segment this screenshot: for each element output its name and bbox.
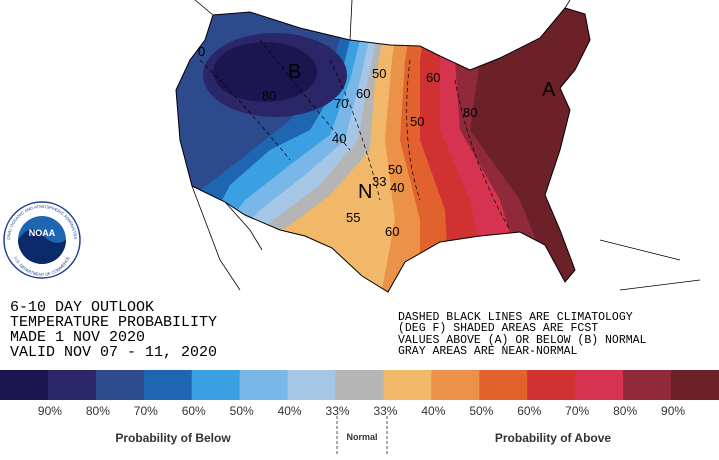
climatology-lines [199,39,511,231]
legend-label: 40% [278,404,302,418]
map-label: 70 [334,96,348,111]
noaa-logo: NOAA NATIONAL OCEANIC AND ATMOSPHERIC AD… [0,0,81,279]
map-labels: B A N 80 70 60 50 40 33 50 40 55 60 50 6… [198,44,556,239]
map-label: 60 [385,224,399,239]
legend-swatch [431,370,480,400]
legend-swatch [671,370,719,400]
map-label: 50 [372,66,386,81]
logo-text: NOAA [29,228,56,238]
legend-swatch [527,370,576,400]
map-label: A [542,79,556,101]
legend-swatch [143,370,193,400]
legend-swatch [47,370,97,400]
map-label: 50 [388,162,402,177]
note-line: VALUES ABOVE (A) OR BELOW (B) NORMAL [398,334,647,347]
legend-captions: Probability of Below Normal Probability … [115,416,611,456]
map-label: 60 [356,86,370,101]
legend-label: 50% [469,404,493,418]
map-label: 33 [372,174,386,189]
legend-label: 80% [86,404,110,418]
title-line: VALID NOV 07 - 11, 2020 [10,344,217,361]
legend-label: 70% [565,404,589,418]
borders [191,0,701,291]
map-label: 50 [410,114,424,129]
legend: 90% 80% 70% 60% 50% 40% 33% 33% 40% 50% 60% 70% 80% 9… [0,370,719,418]
shade [213,42,317,102]
title-block: 6-10 DAY OUTLOOK TEMPERATURE PROBABILITY… [10,299,217,361]
map-label: 60 [426,70,440,85]
legend-label: 80% [613,404,637,418]
map-label: 55 [346,210,360,225]
legend-swatch [95,370,145,400]
note-line: GRAY AREAS ARE NEAR-NORMAL [398,345,578,358]
map-shading [176,8,590,292]
title-line: TEMPERATURE PROBABILITY [10,314,217,331]
us-outline [175,7,591,293]
legend-label: 90% [38,404,62,418]
map-label: 0 [198,44,205,59]
logo-wave [18,229,66,264]
legend-swatch [0,370,49,400]
below-caption: Probability of Below [115,431,231,445]
note-line: (DEG F) SHADED AREAS ARE FCST [398,322,598,335]
normal-caption: Normal [346,432,377,442]
title-line: 6-10 DAY OUTLOOK [10,299,154,316]
legend-swatch [479,370,528,400]
map-label: B [288,61,301,83]
legend-label: 90% [661,404,685,418]
legend-label: 50% [230,404,254,418]
legend-swatch [287,370,337,400]
above-caption: Probability of Above [495,431,612,445]
map-label: 40 [390,180,404,195]
note-line: DASHED BLACK LINES ARE CLIMATOLOGY [398,311,633,324]
legend-swatch [383,370,432,400]
legend-label: 60% [182,404,206,418]
legend-swatch [575,370,624,400]
map-label: 40 [332,131,346,146]
legend-swatch [335,370,384,400]
map-label: 80 [463,105,477,120]
legend-label: 40% [421,404,445,418]
legend-label: 60% [517,404,541,418]
legend-label: 33% [373,404,397,418]
map-label: 80 [262,88,276,103]
legend-swatch [191,370,241,400]
legend-swatch [239,370,289,400]
legend-label: 33% [326,404,350,418]
legend-swatch [623,370,672,400]
title-line: MADE 1 NOV 2020 [10,329,145,346]
legend-label: 70% [134,404,158,418]
notes: DASHED BLACK LINES ARE CLIMATOLOGY (DEG … [398,311,647,358]
map-label: N [358,181,372,203]
